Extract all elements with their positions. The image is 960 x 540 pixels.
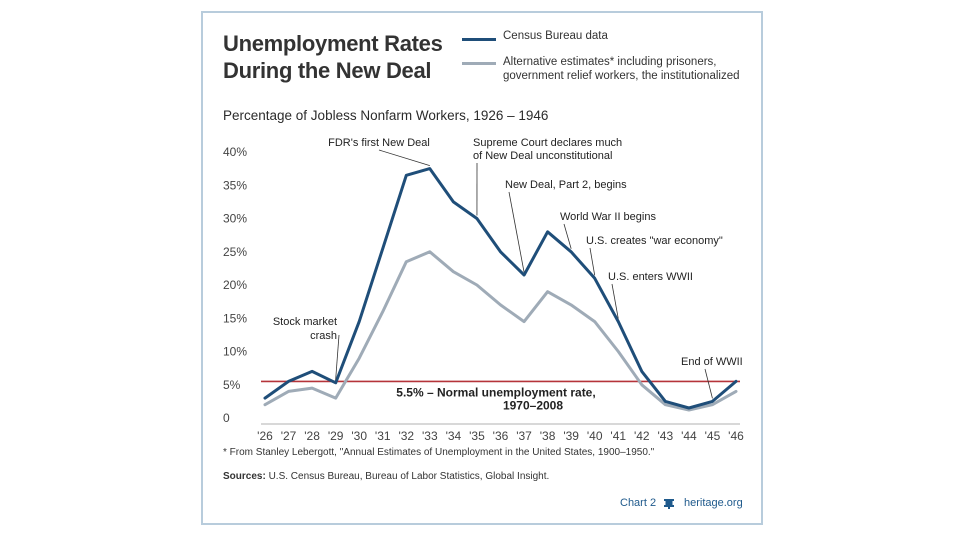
annotation-leader <box>508 191 525 273</box>
x-tick-label: '35 <box>469 429 485 443</box>
x-tick-label: '43 <box>658 429 674 443</box>
annotation-label: U.S. enters WWII <box>608 271 693 283</box>
census-series-line <box>263 167 738 410</box>
x-tick-label: '32 <box>398 429 414 443</box>
x-tick-label: '31 <box>375 429 391 443</box>
annotation-leader <box>611 283 619 319</box>
annotation-leader <box>378 149 430 167</box>
x-tick-label: '29 <box>328 429 344 443</box>
y-tick-label: 20% <box>223 278 247 292</box>
x-tick-label: '27 <box>281 429 297 443</box>
annotation-label: Stock market <box>273 316 337 328</box>
x-tick-label: '45 <box>705 429 721 443</box>
annotation-label: crash <box>310 330 337 342</box>
legend-alternative-swatch <box>462 62 496 65</box>
annotation-label: World War II begins <box>560 211 656 223</box>
footnote: * From Stanley Lebergott, "Annual Estima… <box>223 447 655 458</box>
y-tick-label: 5% <box>223 378 241 392</box>
alternative-series-line <box>263 250 738 412</box>
x-tick-label: '38 <box>540 429 556 443</box>
title-line-1: Unemployment Rates <box>223 31 443 56</box>
x-tick-label: '36 <box>493 429 509 443</box>
annotation-label: of New Deal unconstitutional <box>473 150 612 162</box>
annotation-label: New Deal, Part 2, begins <box>505 179 627 191</box>
line-chart: 0 5% 10% 15% 20% 25% 30% 35% 40% '26 '27 '28 '29 '30… <box>223 137 744 443</box>
x-tick-label: '42 <box>634 429 650 443</box>
x-tick-label: '30 <box>351 429 367 443</box>
liberty-bell-icon <box>664 499 674 509</box>
x-tick-label: '44 <box>681 429 697 443</box>
title-line-2: During the New Deal <box>223 58 432 83</box>
annotation-label: FDR's first New Deal <box>328 137 430 149</box>
annotation-leader <box>335 334 340 380</box>
x-tick-label: '37 <box>516 429 532 443</box>
x-tick-label: '46 <box>728 429 744 443</box>
y-tick-label: 10% <box>223 345 247 359</box>
legend-census-label: Census Bureau data <box>503 30 608 42</box>
org-link[interactable]: heritage.org <box>684 497 743 509</box>
x-tick-label: '39 <box>563 429 579 443</box>
y-tick-label: 25% <box>223 245 247 259</box>
chart-frame <box>201 11 763 525</box>
normal-rate-label: 5.5% – Normal unemployment rate, <box>396 385 595 399</box>
x-tick-label: '34 <box>446 429 462 443</box>
normal-rate-label: 1970–2008 <box>503 398 563 412</box>
annotation-leader <box>589 247 596 276</box>
chart-subtitle: Percentage of Jobless Nonfarm Workers, 1… <box>223 108 549 123</box>
y-tick-label: 35% <box>223 178 247 192</box>
y-tick-label: 30% <box>223 212 247 226</box>
legend-alternative-label: Alternative estimates* including prisone… <box>503 56 740 82</box>
chart-title: Unemployment Rates During the New Deal <box>223 30 453 84</box>
y-tick-label: 15% <box>223 311 247 325</box>
x-tick-label: '28 <box>304 429 320 443</box>
y-tick-label: 0 <box>223 411 230 425</box>
annotation-leader <box>563 223 572 249</box>
annotation-label: End of WWII <box>681 356 743 368</box>
x-tick-label: '41 <box>610 429 626 443</box>
annotation-label: U.S. creates "war economy" <box>586 235 723 247</box>
legend-census-swatch <box>462 38 496 41</box>
x-tick-label: '40 <box>587 429 603 443</box>
annotation-leader <box>704 368 713 399</box>
annotation-label: Supreme Court declares much <box>473 137 622 149</box>
chart-number: Chart 2 <box>620 497 657 509</box>
x-tick-label: '26 <box>257 429 273 443</box>
sources-text: U.S. Census Bureau, Bureau of Labor Stat… <box>268 471 550 482</box>
x-tick-label: '33 <box>422 429 438 443</box>
sources-label: Sources: <box>223 471 266 482</box>
y-tick-label: 40% <box>223 145 247 159</box>
sources: Sources: U.S. Census Bureau, Bureau of L… <box>223 471 549 482</box>
